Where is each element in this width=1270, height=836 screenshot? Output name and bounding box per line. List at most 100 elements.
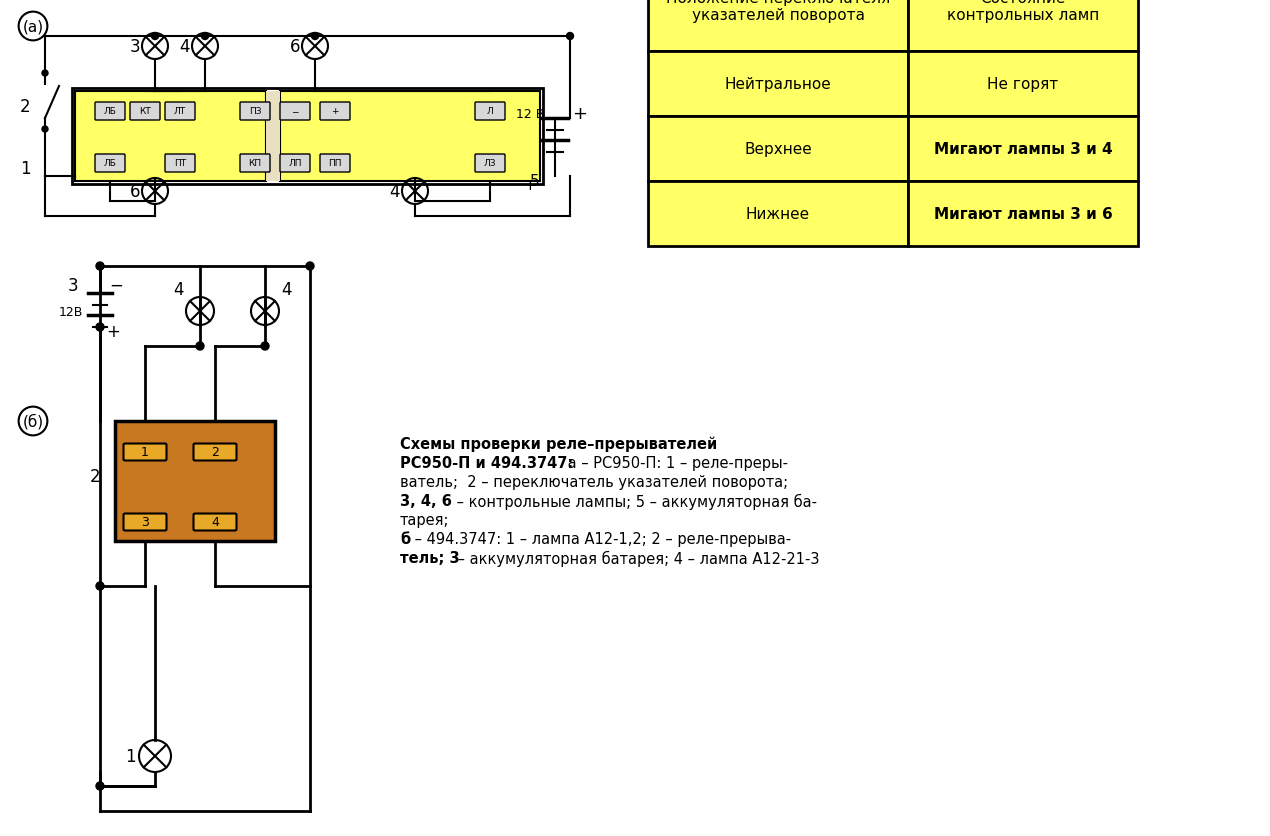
- Bar: [648, 52, 908, 117]
- Text: КП: КП: [249, 160, 262, 168]
- Text: (а): (а): [23, 19, 43, 34]
- Text: б: б: [400, 532, 410, 547]
- Text: – аккумуляторная батарея; 4 – лампа А12-21-3: – аккумуляторная батарея; 4 – лампа А12-…: [453, 550, 819, 567]
- Text: +: +: [107, 323, 119, 340]
- Text: ЛБ: ЛБ: [104, 107, 117, 116]
- Circle shape: [196, 343, 204, 350]
- FancyBboxPatch shape: [320, 155, 351, 173]
- Circle shape: [151, 33, 159, 40]
- FancyBboxPatch shape: [130, 103, 160, 121]
- Text: 3: 3: [67, 277, 79, 294]
- Text: Нейтральное: Нейтральное: [725, 77, 832, 92]
- Text: – контрольные лампы; 5 – аккумуляторная ба-: – контрольные лампы; 5 – аккумуляторная …: [452, 493, 817, 510]
- Text: +: +: [523, 177, 536, 192]
- FancyBboxPatch shape: [165, 155, 196, 173]
- Text: ЛТ: ЛТ: [174, 107, 187, 116]
- Text: ватель;  2 – переключатель указателей поворота;: ватель; 2 – переключатель указателей пов…: [400, 475, 789, 489]
- Text: −: −: [291, 107, 298, 116]
- Bar: [908, 52, 1138, 117]
- Text: (б): (б): [23, 414, 43, 430]
- Text: 4: 4: [390, 183, 400, 201]
- Bar: [908, 0, 1138, 52]
- Text: Состояние
контрольных ламп: Состояние контрольных ламп: [947, 0, 1099, 23]
- FancyBboxPatch shape: [279, 103, 310, 121]
- Text: 2: 2: [20, 98, 30, 116]
- Text: 1: 1: [20, 160, 30, 178]
- FancyBboxPatch shape: [123, 444, 166, 461]
- Text: 3: 3: [141, 515, 149, 528]
- Bar: [648, 181, 908, 247]
- Bar: [908, 117, 1138, 181]
- FancyBboxPatch shape: [320, 103, 351, 121]
- Text: Верхнее: Верхнее: [744, 142, 812, 157]
- Circle shape: [97, 782, 104, 790]
- Text: +: +: [573, 104, 588, 123]
- Text: КТ: КТ: [140, 107, 151, 116]
- Text: 5: 5: [530, 174, 540, 189]
- Circle shape: [42, 127, 48, 133]
- Text: РС950-П и 494.3747:: РС950-П и 494.3747:: [400, 456, 573, 471]
- Text: Л: Л: [486, 107, 493, 116]
- Text: 1: 1: [141, 445, 149, 458]
- Text: ПТ: ПТ: [174, 160, 187, 168]
- FancyBboxPatch shape: [193, 514, 236, 531]
- Text: 2: 2: [90, 467, 100, 486]
- Text: 6: 6: [130, 183, 140, 201]
- Text: Не горят: Не горят: [987, 77, 1059, 92]
- FancyBboxPatch shape: [475, 103, 505, 121]
- Circle shape: [97, 263, 104, 271]
- Text: 3: 3: [130, 38, 140, 56]
- Text: Схемы проверки реле–прерывателей: Схемы проверки реле–прерывателей: [400, 436, 718, 452]
- Text: 12 В: 12 В: [516, 107, 544, 120]
- FancyBboxPatch shape: [193, 444, 236, 461]
- Circle shape: [262, 343, 269, 350]
- Circle shape: [311, 33, 319, 40]
- Bar: [72, 89, 544, 185]
- Text: ЛБ: ЛБ: [104, 160, 117, 168]
- Text: ПП: ПП: [328, 160, 342, 168]
- Text: тарея;: тарея;: [400, 512, 450, 528]
- Text: тель; 3: тель; 3: [400, 550, 460, 565]
- Bar: [648, 117, 908, 181]
- Text: 1: 1: [124, 747, 136, 765]
- Circle shape: [202, 33, 208, 40]
- FancyBboxPatch shape: [123, 514, 166, 531]
- Bar: [648, 0, 908, 52]
- FancyBboxPatch shape: [475, 155, 505, 173]
- Bar: [116, 421, 276, 542]
- Circle shape: [42, 71, 48, 77]
- Text: – 494.3747: 1 – лампа А12-1,2; 2 – реле-прерыва-: – 494.3747: 1 – лампа А12-1,2; 2 – реле-…: [410, 532, 791, 547]
- Text: Мигают лампы 3 и 6: Мигают лампы 3 и 6: [933, 206, 1113, 222]
- Text: 2: 2: [211, 445, 218, 458]
- FancyBboxPatch shape: [279, 155, 310, 173]
- Text: ПЗ: ПЗ: [249, 107, 262, 116]
- Circle shape: [306, 263, 314, 271]
- FancyBboxPatch shape: [240, 103, 271, 121]
- Text: Мигают лампы 3 и 4: Мигают лампы 3 и 4: [933, 142, 1113, 157]
- Text: 4: 4: [173, 281, 183, 298]
- Bar: [265, 92, 279, 181]
- Bar: [279, 92, 540, 181]
- FancyBboxPatch shape: [240, 155, 271, 173]
- Text: 3, 4, 6: 3, 4, 6: [400, 493, 452, 508]
- Circle shape: [566, 33, 574, 40]
- Text: а – РС950-П: 1 – реле-преры-: а – РС950-П: 1 – реле-преры-: [563, 456, 787, 471]
- FancyBboxPatch shape: [95, 155, 124, 173]
- Text: 4: 4: [180, 38, 190, 56]
- Circle shape: [97, 324, 104, 332]
- Text: +: +: [331, 107, 339, 116]
- Text: ЛП: ЛП: [288, 160, 302, 168]
- Text: Положение переключателя
указателей поворота: Положение переключателя указателей повор…: [665, 0, 890, 23]
- Text: 4: 4: [282, 281, 292, 298]
- Bar: [75, 92, 265, 181]
- Text: ЛЗ: ЛЗ: [484, 160, 497, 168]
- FancyBboxPatch shape: [95, 103, 124, 121]
- Text: Нижнее: Нижнее: [745, 206, 810, 222]
- Text: 12В: 12В: [58, 305, 84, 319]
- Text: 4: 4: [211, 515, 218, 528]
- FancyBboxPatch shape: [165, 103, 196, 121]
- Bar: [908, 181, 1138, 247]
- Circle shape: [97, 583, 104, 590]
- Text: 6: 6: [290, 38, 300, 56]
- Text: −: −: [109, 277, 123, 294]
